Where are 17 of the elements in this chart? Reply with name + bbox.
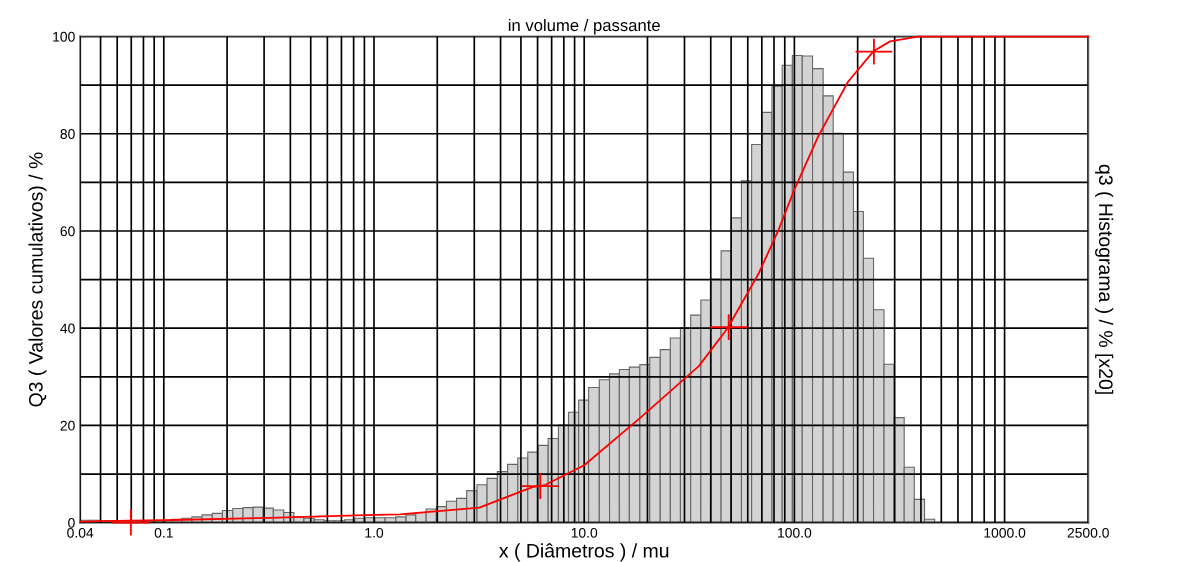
x-tick-label: 100.0 bbox=[778, 527, 812, 538]
x-tick-label: 0.04 bbox=[67, 527, 94, 538]
y-tick-label: 20 bbox=[60, 420, 75, 431]
chart-title: in volume / passante bbox=[508, 18, 660, 35]
x-tick-label: 1.0 bbox=[365, 527, 384, 538]
y-tick-label: 100 bbox=[53, 31, 75, 42]
y-axis-title: Q3 ( Valores cumulativos) / % bbox=[28, 152, 47, 407]
y-tick-label: 60 bbox=[60, 226, 75, 237]
x-tick-label: 10.0 bbox=[571, 527, 598, 538]
y-tick-label: 0 bbox=[68, 517, 75, 528]
y-tick-label: 40 bbox=[60, 323, 75, 334]
y2-axis-title: q3 ( Histograma ) / % [x20] bbox=[1095, 164, 1114, 394]
y-tick-label: 80 bbox=[60, 129, 75, 139]
x-tick-label: 0.1 bbox=[154, 527, 173, 538]
x-tick-label: 2500.0 bbox=[1067, 527, 1109, 538]
x-tick-label: 1000.0 bbox=[984, 527, 1026, 538]
x-axis-title: x ( Diâmetros ) / mu bbox=[499, 543, 669, 562]
